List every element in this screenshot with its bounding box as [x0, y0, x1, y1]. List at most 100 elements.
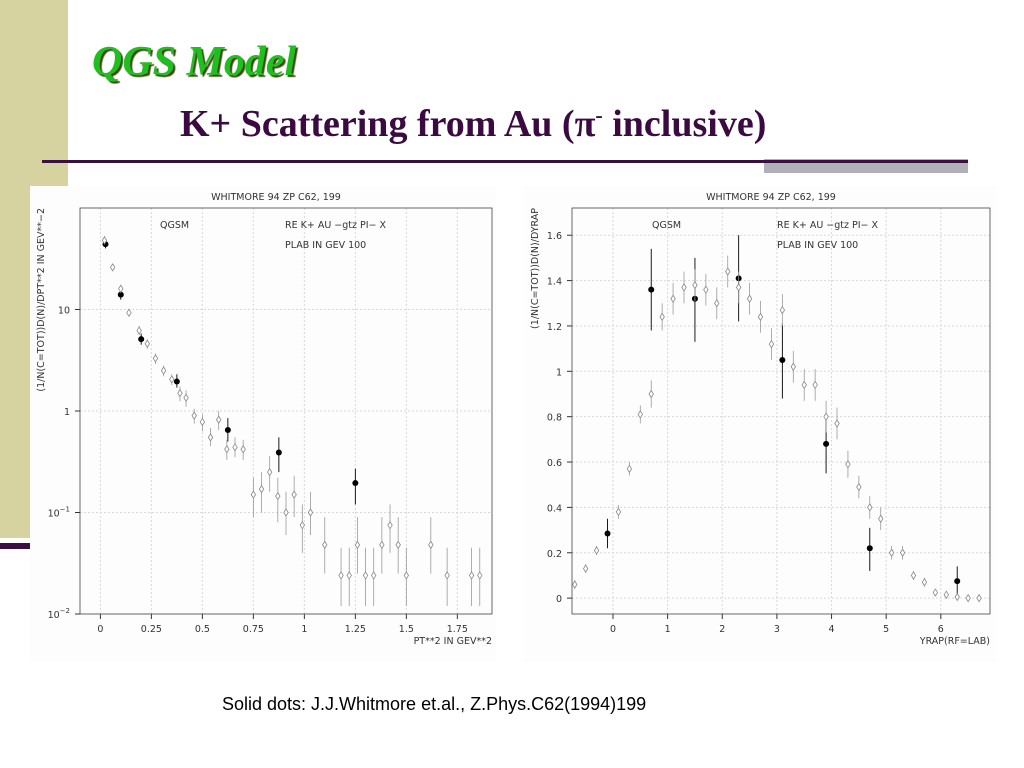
subtitle-prefix: K+ Scattering from Au (: [180, 103, 575, 145]
model-point: [177, 388, 183, 398]
model-point: [199, 417, 206, 427]
data-point: [117, 291, 124, 298]
x-tick-label: 1.5: [399, 624, 414, 635]
model-point: [954, 592, 960, 602]
y-tick-base: 10: [48, 509, 60, 520]
model-label: QGSM: [160, 220, 189, 231]
x-tick-label: 0: [610, 624, 616, 635]
model-point: [362, 571, 369, 580]
subtitle-pi: π: [574, 103, 596, 145]
model-point: [275, 491, 281, 501]
model-point: [403, 571, 410, 580]
y-tick-base: 1.6: [547, 231, 562, 242]
model-point: [779, 305, 786, 315]
model-point: [648, 389, 654, 399]
model-point: [692, 280, 698, 290]
model-point: [965, 593, 971, 603]
y-axis-label: (1/N(C=TOT))D(N)/DYRAP: [530, 208, 541, 329]
x-tick-label: 0: [97, 624, 103, 635]
model-point: [299, 520, 305, 530]
model-label: QGSM: [652, 220, 681, 231]
model-point: [867, 503, 873, 512]
x-tick-label: 0.75: [243, 624, 264, 635]
y-axis-label: (1/N(C=TOT))D(N)/DPT**2 IN GEV**−2: [36, 208, 47, 392]
model-point: [232, 442, 238, 452]
model-point: [183, 393, 189, 403]
model-point: [637, 410, 643, 419]
chart-header: WHITMORE 94 ZP C62, 199: [211, 192, 341, 203]
pt2-plot-panel: 0 0.25 0.5 0.75 1 1.25 1.5 1.75 10−2 10−1 1 10 WHITM…: [30, 186, 496, 662]
x-tick-label: 3: [774, 624, 780, 635]
model-point: [250, 490, 257, 499]
model-point: [834, 419, 840, 428]
data-point: [275, 449, 282, 456]
data-point: [173, 378, 180, 385]
model-point: [703, 285, 709, 294]
data-point: [866, 545, 873, 552]
data-point: [604, 530, 611, 537]
model-point: [943, 590, 949, 599]
y-tick-label: 10−1: [48, 506, 70, 520]
y-tick-label: 10−2: [48, 607, 70, 621]
model-point: [582, 564, 589, 573]
model-point: [346, 571, 352, 580]
model-point: [136, 326, 142, 335]
x-axis-label: PT**2 IN GEV**2: [414, 636, 492, 647]
data-point: [352, 480, 359, 487]
model-point: [371, 571, 377, 580]
model-point: [878, 514, 884, 523]
model-point: [283, 508, 289, 517]
y-tick-label: 0.8: [547, 413, 562, 424]
model-point: [307, 508, 314, 517]
model-point: [856, 482, 862, 492]
model-point: [126, 308, 132, 317]
y-tick-label: 1: [64, 407, 70, 418]
model-point: [354, 540, 361, 550]
y-tick-label: 1.2: [547, 322, 562, 333]
model-point: [144, 339, 150, 348]
data-point: [648, 286, 655, 293]
model-point: [790, 362, 796, 372]
model-point: [921, 577, 928, 587]
x-tick-label: 5: [883, 624, 889, 635]
rapidity-distribution-chart: 0 1 2 3 4 5 6 0 0.2 0.4 0.6 0.8 1 1.2 1.4 1.6 WHITMORE 9…: [530, 192, 991, 647]
model-point: [477, 571, 483, 580]
model-point: [395, 540, 401, 550]
model-point: [932, 588, 939, 597]
slide-title: QGS Model: [92, 39, 297, 85]
reaction-label: RE K+ AU −gtz PI− X: [285, 220, 387, 231]
model-point: [468, 571, 475, 580]
reaction-label: RE K+ AU −gtz PI− X: [777, 220, 879, 231]
beam-momentum-label: PLAB IN GEV 100: [285, 240, 366, 251]
data-point: [224, 426, 231, 433]
model-point: [240, 444, 246, 454]
slide-subtitle: K+ Scattering from Au (π- inclusive): [180, 102, 766, 146]
x-tick-label: 2: [719, 624, 725, 635]
model-point: [258, 484, 265, 494]
beam-momentum-label: PLAB IN GEV 100: [777, 240, 858, 251]
caption: Solid dots: J.J.Whitmore et.al., Z.Phys.…: [222, 694, 647, 714]
y-tick-label: 0.6: [547, 458, 562, 469]
model-point: [812, 380, 818, 390]
y-tick-label: 1: [556, 367, 562, 378]
model-point: [191, 411, 197, 420]
y-tick-base: 1: [64, 407, 70, 418]
model-point: [572, 580, 578, 589]
y-tick-label: 1.4: [547, 277, 562, 288]
model-point: [899, 548, 906, 558]
y-tick-label: 0: [556, 594, 562, 605]
x-tick-label: 1.25: [345, 624, 366, 635]
model-point: [379, 540, 385, 550]
data-point: [823, 440, 830, 447]
model-point: [659, 312, 665, 322]
model-point: [801, 380, 807, 390]
y-tick-label: 10: [58, 306, 70, 317]
x-tick-label: 1: [301, 624, 307, 635]
model-point: [428, 540, 434, 550]
data-point: [954, 578, 961, 585]
model-point: [757, 312, 764, 322]
x-tick-label: 4: [829, 624, 835, 635]
model-point: [626, 464, 633, 474]
model-point: [670, 294, 676, 303]
model-point: [152, 354, 159, 363]
